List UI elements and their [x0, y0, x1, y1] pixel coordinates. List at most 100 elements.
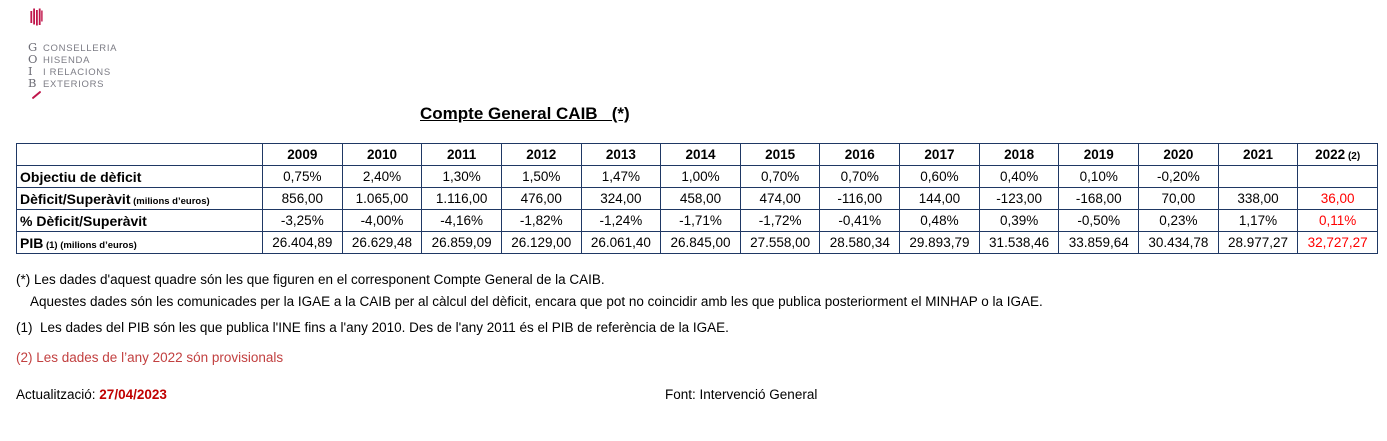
value-cell: -123,00	[978, 187, 1060, 210]
value-cell: 1,17%	[1217, 209, 1299, 232]
updated-date: 27/04/2023	[99, 387, 167, 402]
value-cell: 324,00	[580, 187, 662, 210]
year-header-2015: 2015	[739, 143, 821, 166]
year-header-2013: 2013	[580, 143, 662, 166]
value-cell: 29.893,79	[899, 231, 980, 254]
goib-wordmark: G CONSELLERIA O HISENDA I I RELACIONS B …	[28, 40, 118, 100]
value-cell: 0,60%	[899, 165, 980, 188]
value-cell: 26.859,09	[421, 231, 502, 254]
year-header-2011: 2011	[421, 143, 502, 166]
value-cell: 2,40%	[341, 165, 423, 188]
year-header-2010: 2010	[341, 143, 423, 166]
value-cell: 0,75%	[262, 165, 343, 188]
header-footnote-ref: (2)	[1345, 151, 1361, 162]
value-cell: 1.116,00	[421, 187, 502, 210]
table-row: PIB (1) (milions d’euros) 26.404,89 26.629…	[16, 231, 1378, 254]
value-cell: -4,00%	[341, 209, 423, 232]
page-title: Compte General CAIB (*)	[420, 104, 630, 123]
logo-line-hisenda: HISENDA	[43, 55, 91, 66]
value-cell: -116,00	[819, 187, 901, 210]
row-label: % Dèficit/Superàvit	[16, 209, 263, 232]
value-cell: 0,48%	[899, 209, 980, 232]
value-cell: 31.538,46	[978, 231, 1060, 254]
value-cell: -1,72%	[739, 209, 821, 232]
footnote-2: (2) Les dades de l’any 2022 són provisio…	[16, 350, 284, 365]
value-cell: 26.061,40	[580, 231, 662, 254]
value-cell: 1,00%	[660, 165, 741, 188]
corner-header-cell	[16, 143, 263, 166]
year-header-2022: 2022 (2)	[1297, 143, 1378, 166]
row-label: PIB (1) (milions d’euros)	[16, 231, 263, 254]
value-cell: 0,70%	[819, 165, 901, 188]
value-cell: 28.977,27	[1217, 231, 1299, 254]
logo-line-exteriors: EXTERIORS	[43, 79, 105, 90]
logo-line-conselleria: CONSELLERIA	[43, 43, 118, 54]
value-cell	[1297, 165, 1378, 188]
value-cell: 1.065,00	[341, 187, 423, 210]
table-row: Objectiu de dèficit 0,75% 2,40% 1,30% 1,50% 1…	[16, 165, 1378, 188]
value-cell: 33.859,64	[1058, 231, 1140, 254]
value-cell: 32,727,27	[1297, 231, 1378, 254]
value-cell: 856,00	[262, 187, 343, 210]
value-cell: -168,00	[1058, 187, 1140, 210]
logo-row: G CONSELLERIA	[28, 40, 118, 54]
updated-line: Actualització: 27/04/2023	[16, 387, 167, 402]
value-cell: 474,00	[739, 187, 821, 210]
value-cell: 458,00	[660, 187, 741, 210]
table-row: % Dèficit/Superàvit -3,25% -4,00% -4,16% -1,…	[16, 209, 1378, 232]
year-header-2012: 2012	[500, 143, 582, 166]
year-header-2020: 2020	[1138, 143, 1219, 166]
value-cell: 28.580,34	[819, 231, 901, 254]
value-cell: -4,16%	[421, 209, 502, 232]
value-cell: 0,23%	[1138, 209, 1219, 232]
footnote-star-line2: Aquestes dades són les comunicades per l…	[30, 294, 1043, 309]
logo-letter-o: O	[28, 52, 38, 66]
value-cell: 30.434,78	[1138, 231, 1219, 254]
goib-senyera-emblem-icon	[30, 8, 43, 26]
goib-logo: G CONSELLERIA O HISENDA I I RELACIONS B …	[28, 8, 118, 100]
value-cell: 338,00	[1217, 187, 1299, 210]
value-cell: -1,24%	[580, 209, 662, 232]
value-cell: -0,20%	[1138, 165, 1219, 188]
logo-letter-b: B	[28, 76, 37, 90]
value-cell: -0,50%	[1058, 209, 1140, 232]
value-cell: 144,00	[899, 187, 980, 210]
value-cell: 1,47%	[580, 165, 662, 188]
row-label-text: Dèficit/Superàvit	[20, 190, 131, 207]
compte-general-table: 2009 2010 2011 2012 2013 2014 2015 2016 2017 2018…	[16, 143, 1378, 254]
table-row: Dèficit/Superàvit (milions d’euros) 856,0…	[16, 187, 1378, 210]
value-cell: 26.629,48	[341, 231, 423, 254]
row-label-text: % Dèficit/Superàvit	[20, 212, 147, 229]
logo-row: B EXTERIORS	[28, 76, 117, 90]
row-label: Objectiu de dèficit	[16, 165, 263, 188]
value-cell: 1,50%	[500, 165, 582, 188]
year-header-2016: 2016	[819, 143, 901, 166]
value-cell: 26.129,00	[500, 231, 582, 254]
value-cell: 70,00	[1138, 187, 1219, 210]
value-cell: 0,11%	[1297, 209, 1378, 232]
value-cell: 27.558,00	[739, 231, 821, 254]
value-cell: 26.845,00	[660, 231, 741, 254]
value-cell: -3,25%	[262, 209, 343, 232]
logo-letter-i: I	[28, 64, 33, 78]
value-cell: 36,00	[1297, 187, 1378, 210]
value-cell: 26.404,89	[262, 231, 343, 254]
logo-letter-g: G	[28, 40, 38, 54]
table-header-row: 2009 2010 2011 2012 2013 2014 2015 2016 2017 2018…	[16, 143, 1378, 166]
red-slash-icon	[31, 90, 42, 100]
row-label-note: (milions d’euros)	[130, 195, 210, 207]
value-cell: 476,00	[500, 187, 582, 210]
value-cell: -1,82%	[500, 209, 582, 232]
logo-row: I I RELACIONS	[28, 64, 117, 78]
row-label-text: PIB	[20, 234, 44, 251]
value-cell: 0,39%	[978, 209, 1060, 232]
year-header-2018: 2018	[978, 143, 1060, 166]
year-header-2014: 2014	[660, 143, 741, 166]
footnote-1: (1) Les dades del PIB són les que public…	[16, 320, 729, 335]
row-label: Dèficit/Superàvit (milions d’euros)	[16, 187, 263, 210]
logo-line-i-relacions: I RELACIONS	[43, 67, 111, 78]
value-cell: 0,10%	[1058, 165, 1140, 188]
value-cell: 0,40%	[978, 165, 1060, 188]
updated-label: Actualització:	[16, 387, 100, 402]
year-header-2009: 2009	[262, 143, 343, 166]
